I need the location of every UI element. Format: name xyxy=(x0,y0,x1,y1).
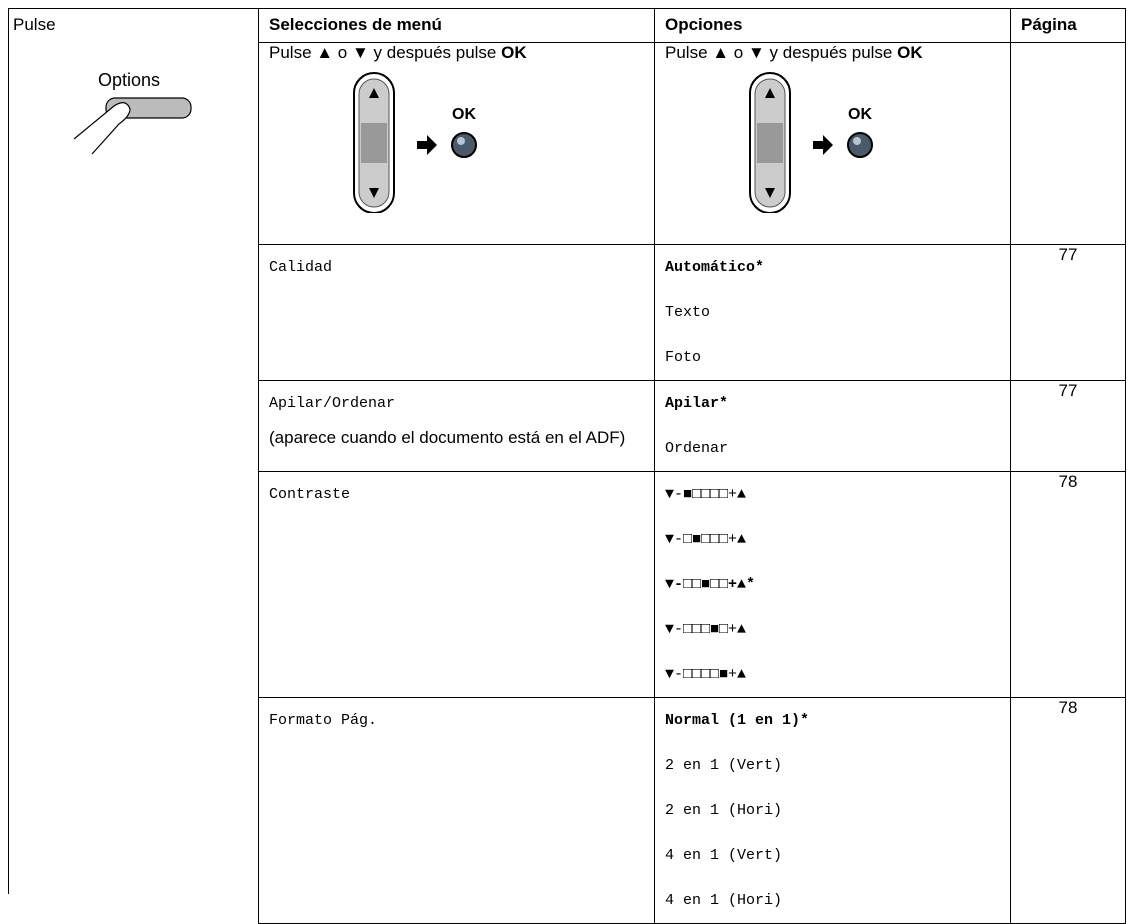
option: Normal (1 en 1)* xyxy=(665,712,810,729)
option: ▼-□■□□□+▲ xyxy=(665,531,747,548)
empty-cell xyxy=(1010,42,1126,245)
instruction-cell: Pulse ▲ o ▼ y después pulse OK OK xyxy=(654,42,1011,245)
option: Ordenar xyxy=(665,440,729,457)
option: 4 en 1 (Hori) xyxy=(665,892,783,909)
instruction: Pulse ▲ o ▼ y después pulse xyxy=(269,43,497,62)
options-cell: Normal (1 en 1)* 2 en 1 (Vert) 2 en 1 (Hor… xyxy=(654,697,1011,924)
option: 2 en 1 (Vert) xyxy=(665,757,783,774)
ok-label: OK xyxy=(848,106,872,123)
keypad-icon: OK xyxy=(749,72,873,214)
press-cell: Pulse Options xyxy=(8,8,258,894)
column-header: Página xyxy=(1010,8,1126,43)
menu-row: Calidad Automático* Texto Foto 77 xyxy=(258,244,1126,381)
instruction-cell: Pulse ▲ o ▼ y después pulse OK OK xyxy=(258,42,655,245)
option: Foto xyxy=(665,349,702,366)
option: Automático* xyxy=(665,259,765,276)
page: Pulse Options Selecciones de menú Opcione… xyxy=(8,8,1126,924)
option: ▼-□□□□■+▲ xyxy=(665,666,747,683)
page-number: 77 xyxy=(1010,380,1126,472)
options-cell: Apilar* Ordenar xyxy=(654,380,1011,472)
menu-row: Apilar/Ordenar (aparece cuando el documen… xyxy=(258,380,1126,472)
column-header: Opciones xyxy=(654,8,1011,43)
option: ▼-■□□□□+▲ xyxy=(665,486,747,503)
menu-cell: Formato Pág. xyxy=(258,697,655,924)
option: ▼-□□■□□+▲* xyxy=(665,576,756,593)
menu-item: Calidad xyxy=(269,259,333,276)
instruction: Pulse ▲ o ▼ y después pulse xyxy=(665,43,893,62)
ok-word: OK xyxy=(897,43,923,62)
menu-table: Selecciones de menú Opciones Página Pulse ▲… xyxy=(258,8,1126,924)
options-cell: Automático* Texto Foto xyxy=(654,244,1011,381)
keypad-icon: OK xyxy=(353,72,477,214)
menu-row: Contraste ▼-■□□□□+▲ ▼-□■□□□+▲ ▼-□□■□□+▲* ▼-□… xyxy=(258,471,1126,698)
menu-cell: Apilar/Ordenar (aparece cuando el documen… xyxy=(258,380,655,472)
ok-label: OK xyxy=(452,106,476,123)
instruction-text: Pulse ▲ o ▼ y después pulse OK xyxy=(665,43,1000,63)
page-number: 77 xyxy=(1010,244,1126,381)
menu-item: Apilar/Ordenar xyxy=(269,395,396,412)
menu-cell: Contraste xyxy=(258,471,655,698)
menu-row: Formato Pág. Normal (1 en 1)* 2 en 1 (Vert… xyxy=(258,697,1126,924)
option: Apilar* xyxy=(665,395,729,412)
ok-word: OK xyxy=(501,43,527,62)
press-label: Pulse xyxy=(13,15,56,34)
options-label: Options xyxy=(98,70,160,90)
option: Texto xyxy=(665,304,711,321)
column-header: Selecciones de menú xyxy=(258,8,655,43)
option: ▼-□□□■□+▲ xyxy=(665,621,747,638)
instruction-text: Pulse ▲ o ▼ y después pulse OK xyxy=(269,43,644,63)
instruction-row: Pulse ▲ o ▼ y después pulse OK OK Pulse … xyxy=(258,42,1126,245)
header-row: Selecciones de menú Opciones Página xyxy=(258,8,1126,43)
options-button-icon: Options xyxy=(73,70,192,155)
option: 2 en 1 (Hori) xyxy=(665,802,783,819)
menu-item: Contraste xyxy=(269,486,351,503)
options-cell: ▼-■□□□□+▲ ▼-□■□□□+▲ ▼-□□■□□+▲* ▼-□□□■□+▲ ▼-□… xyxy=(654,471,1011,698)
option: 4 en 1 (Vert) xyxy=(665,847,783,864)
page-number: 78 xyxy=(1010,471,1126,698)
page-number: 78 xyxy=(1010,697,1126,924)
menu-cell: Calidad xyxy=(258,244,655,381)
menu-note: (aparece cuando el documento está en el … xyxy=(269,428,626,447)
menu-item: Formato Pág. xyxy=(269,712,378,729)
